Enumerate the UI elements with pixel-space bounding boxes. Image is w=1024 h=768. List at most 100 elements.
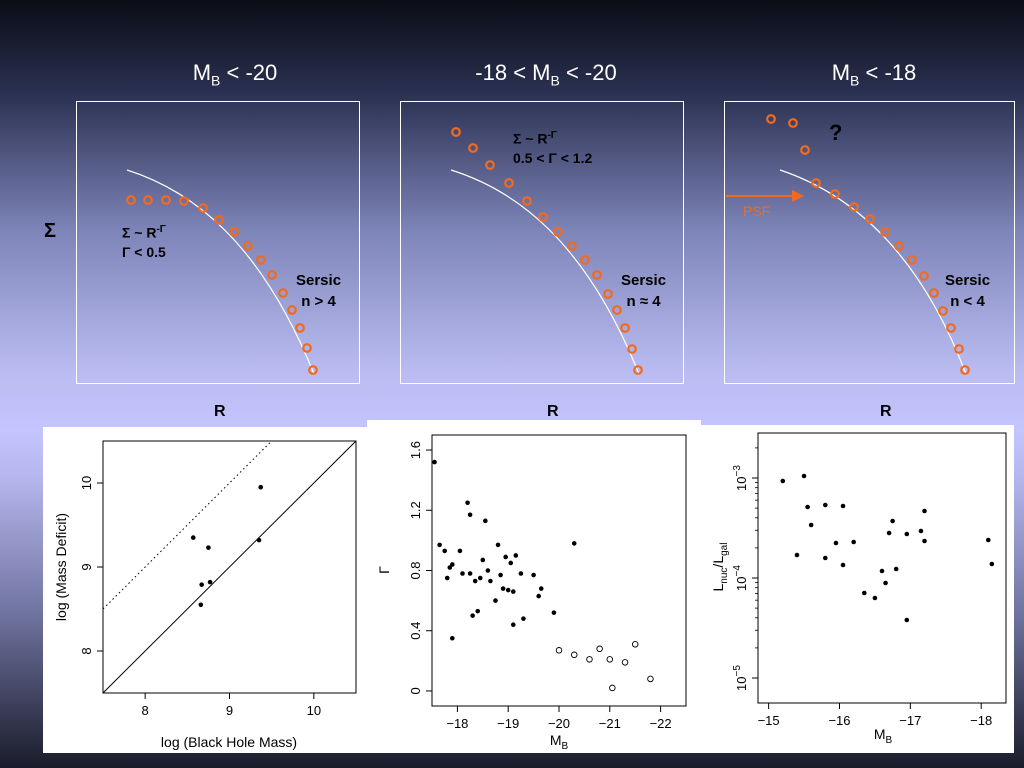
chart3-point-18: [904, 531, 910, 537]
chart3-xlabel-main: M: [874, 726, 886, 742]
chart3-point-1: [794, 552, 800, 558]
chart2-ytick-label-2: 0.8: [408, 561, 423, 579]
chart2-filled-point-11: [467, 571, 473, 576]
chart2-filled-point-26: [508, 560, 514, 566]
schematic-curve-left: [126, 169, 315, 375]
right-sersic: Sersic n < 4: [945, 270, 990, 312]
schematic-point-right-10: [919, 271, 929, 281]
schematic-point-left-12: [295, 323, 305, 333]
middle-law-text: Σ ~ R: [513, 130, 548, 147]
chart3-point-8: [840, 503, 846, 509]
schematic-point-right-3: [811, 178, 821, 188]
schematic-curve-middle: [450, 169, 640, 375]
right-sersic-label: Sersic: [945, 272, 991, 289]
chart3-point-4: [808, 522, 814, 528]
chart1-ytick-label-2: 10: [79, 476, 94, 490]
gamma-chart: −18 −19 −20 −21 −22 0 0.4 0.8 1.2 1.6 MB Γ: [376, 434, 687, 752]
title-left-rest: < -20: [220, 60, 278, 85]
schematic-point-right-15: [960, 365, 970, 375]
chart3-point-15: [886, 530, 892, 536]
schematic-point-left-10: [278, 288, 288, 298]
chart2-open-point-5: [609, 684, 616, 692]
left-law-text: Σ ~ R: [122, 224, 157, 241]
chart1-xtick-label-2: 10: [307, 703, 321, 718]
schematic-point-middle-2: [485, 160, 495, 170]
chart3-xtick-label-0: −15: [758, 713, 780, 728]
chart1-xlabel: log (Black Hole Mass): [161, 734, 297, 750]
schematic-point-right-8: [894, 241, 904, 251]
plot-panel-middle: [367, 420, 701, 753]
chart3-point-16: [890, 518, 895, 524]
chart2-filled-point-6: [450, 635, 455, 641]
schematic-point-left-5: [214, 215, 224, 225]
chart3-ytick-exp-2: −5: [732, 665, 743, 677]
chart3-ytick-base-0: 10: [734, 476, 749, 490]
chart2-open-point-4: [606, 656, 614, 663]
chart3-xtick-label-2: −17: [899, 713, 921, 728]
schematic-frame-middle: [400, 101, 684, 384]
chart1-ylabel: log (Mass Deficit): [53, 513, 69, 621]
chart2-filled-point-1: [437, 542, 442, 548]
chart3-point-9: [840, 562, 846, 568]
chart3-point-20: [918, 528, 924, 534]
chart1-point-6: [256, 537, 262, 543]
chart3-point-2: [801, 473, 807, 479]
middle-law: Σ ~ R-Γ 0.5 < Γ < 1.2: [513, 126, 592, 168]
middle-sersic-n: n ≈ 4: [626, 293, 661, 310]
chart2-xtick-label-1: −19: [497, 716, 519, 731]
chart3-xlabel-sub: B: [886, 735, 893, 746]
r-label-middle: R: [547, 403, 559, 420]
chart3-ylabel-main: L: [710, 583, 726, 591]
schematic-point-left-1: [143, 195, 153, 205]
title-middle: -18 < MB < -20: [396, 60, 696, 88]
chart2-open-point-6: [621, 659, 629, 666]
schematic-point-left-7: [243, 241, 253, 251]
chart2-filled-point-22: [498, 572, 503, 578]
left-law: Σ ~ R-Γ Γ < 0.5: [122, 220, 166, 262]
chart3-ytick-exp-1: −4: [732, 565, 743, 577]
chart2-xlabel: MB: [550, 732, 569, 752]
r-label-right: R: [880, 403, 892, 420]
schematic-point-middle-1: [468, 143, 478, 153]
chart2-filled-point-25: [505, 587, 511, 593]
schematic-point-middle-14: [633, 365, 643, 375]
chart1-line-dotted: [102, 440, 273, 610]
chart3-ytick-base-1: 10: [734, 576, 749, 590]
schematic-point-right-12: [938, 306, 948, 316]
title-right: MB < -18: [724, 60, 1024, 88]
schematic-point-left-0: [126, 195, 136, 205]
chart2-filled-point-24: [503, 554, 508, 560]
middle-sersic: Sersic n ≈ 4: [621, 270, 666, 312]
chart2-filled-point-4: [447, 565, 453, 570]
middle-law-exponent: -Γ: [547, 130, 557, 141]
schematic-point-right-5: [849, 202, 859, 212]
chart2-open-point-3: [596, 645, 603, 653]
schematic-points: [126, 114, 970, 375]
chart3-point-3: [805, 504, 810, 510]
chart1-ytick-label-0: 8: [79, 647, 94, 654]
schematic-point-middle-0: [451, 127, 461, 137]
chart3-xlabel: MB: [874, 726, 893, 746]
chart3-ytick-label-1: 10−4: [732, 565, 749, 591]
chart3-ylabel-sep: /L: [710, 556, 726, 568]
chart2-filled-point-27: [510, 622, 516, 627]
chart2-filled-point-0: [432, 459, 437, 465]
schematic-point-middle-3: [504, 178, 514, 188]
chart3-ytick-label-2: 10−5: [732, 665, 749, 691]
left-law-condition: Γ < 0.5: [122, 243, 166, 260]
chart3-point-0: [780, 478, 786, 484]
right-sersic-n: n < 4: [950, 293, 985, 310]
chart2-filled-point-16: [480, 557, 486, 563]
chart3-ylabel-sub1: nuc: [719, 568, 730, 584]
chart3-point-11: [861, 590, 867, 596]
chart2-filled-point-29: [513, 553, 519, 558]
schematic-point-middle-7: [567, 241, 577, 251]
chart2-filled-point-28: [510, 589, 516, 594]
question-mark: ?: [829, 120, 843, 145]
schematic-point-middle-13: [627, 344, 637, 354]
chart2-ylabel: Γ: [376, 566, 392, 574]
chart3-point-21: [922, 508, 927, 514]
chart1-line-solid: [102, 440, 357, 694]
middle-sersic-label: Sersic: [621, 272, 667, 289]
chart2-filled-point-3: [444, 575, 450, 581]
